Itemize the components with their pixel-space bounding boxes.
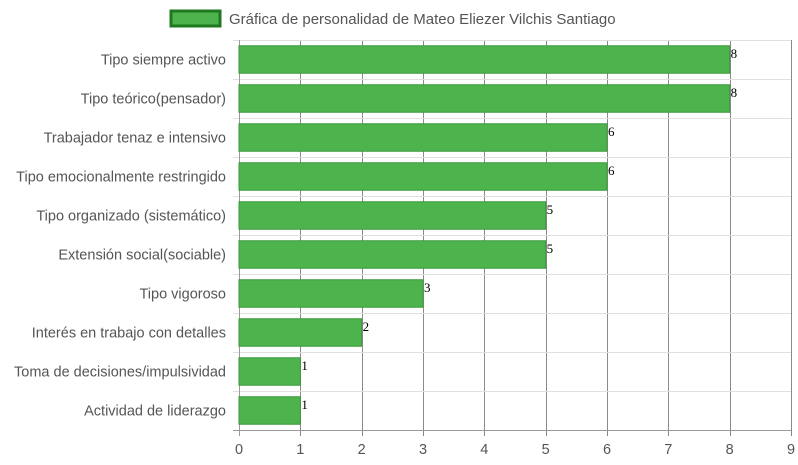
data-label: 2 [363, 319, 370, 334]
category-label: Tipo teórico(pensador) [81, 92, 226, 108]
data-label: 8 [731, 85, 738, 100]
bar[interactable] [238, 45, 731, 74]
x-tick-label: 1 [296, 442, 304, 458]
data-label: 1 [301, 397, 308, 412]
category-label: Tipo emocionalmente restringido [16, 170, 226, 186]
x-tick-label: 8 [726, 442, 734, 458]
bar[interactable] [238, 240, 547, 269]
bar[interactable] [238, 123, 608, 152]
category-label: Interés en trabajo con detalles [32, 326, 226, 342]
data-label: 5 [547, 202, 554, 217]
bar[interactable] [238, 84, 731, 113]
bar[interactable] [238, 357, 301, 386]
data-label: 6 [608, 163, 615, 178]
x-tick-label: 2 [358, 442, 366, 458]
x-axis-labels: 0 1 2 3 4 5 6 7 8 9 [235, 442, 795, 458]
category-label: Toma de decisiones/impulsividad [14, 365, 226, 381]
legend-label: Gráfica de personalidad de Mateo Eliezer… [229, 11, 616, 28]
x-tick-label: 7 [664, 442, 672, 458]
category-label: Tipo organizado (sistemático) [36, 209, 226, 225]
bar[interactable] [238, 279, 424, 308]
data-label: 3 [424, 280, 431, 295]
bar[interactable] [238, 201, 547, 230]
data-label: 8 [731, 46, 738, 61]
y-axis-labels: Tipo siempre activo Tipo teórico(pensador… [14, 53, 226, 420]
bar[interactable] [238, 396, 301, 425]
data-label: 6 [608, 124, 615, 139]
legend-swatch [169, 9, 222, 28]
bars [238, 45, 731, 425]
bar[interactable] [238, 162, 608, 191]
category-label: Tipo siempre activo [101, 53, 226, 69]
bar[interactable] [238, 318, 363, 347]
data-label: 1 [301, 358, 308, 373]
x-tick-label: 4 [480, 442, 488, 458]
category-label: Trabajador tenaz e intensivo [44, 131, 226, 147]
category-label: Extensión social(sociable) [58, 248, 226, 264]
x-tick-label: 3 [419, 442, 427, 458]
x-tick-label: 6 [603, 442, 611, 458]
category-label: Tipo vigoroso [139, 287, 226, 303]
x-tick-label: 9 [787, 442, 795, 458]
legend[interactable]: Gráfica de personalidad de Mateo Eliezer… [169, 9, 616, 28]
x-tick-label: 5 [542, 442, 550, 458]
data-label: 5 [547, 241, 554, 256]
x-tick-label: 0 [235, 442, 243, 458]
category-label: Actividad de liderazgo [84, 404, 226, 420]
value-labels: 8 8 6 6 5 5 3 2 1 1 [301, 46, 737, 412]
